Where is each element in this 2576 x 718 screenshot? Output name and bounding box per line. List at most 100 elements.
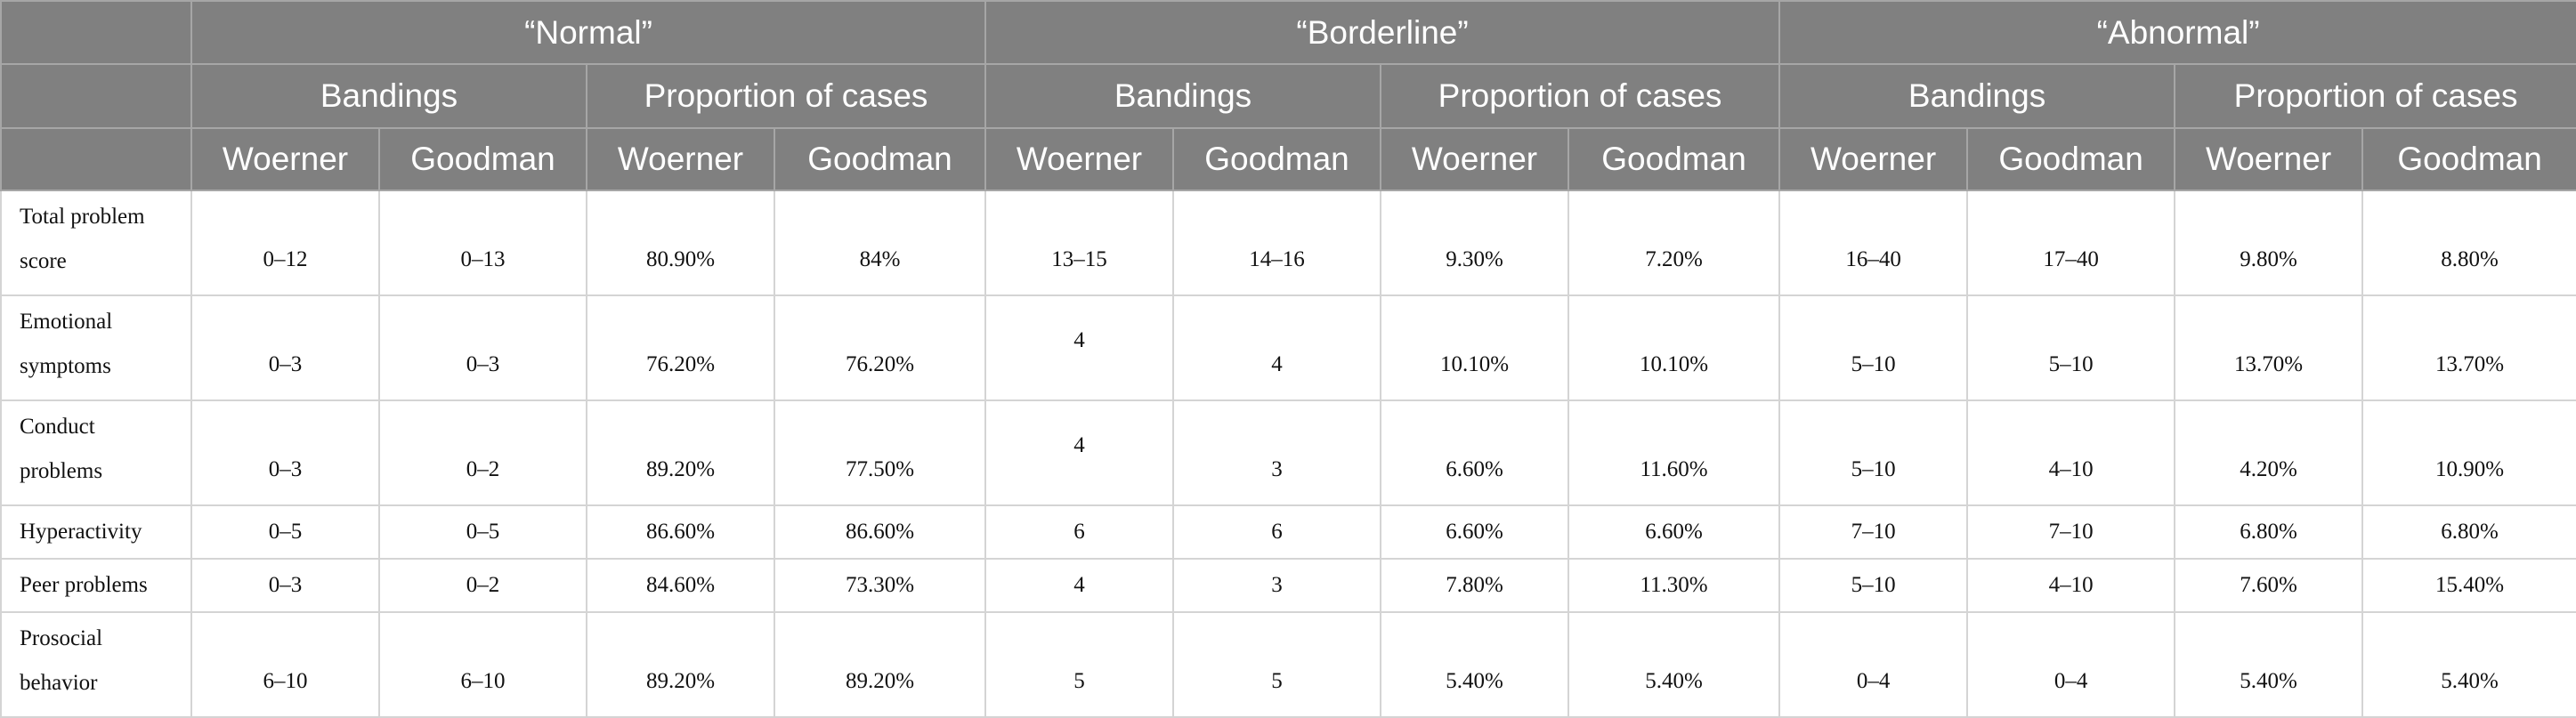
subgroup-header-proportion: Proportion of cases xyxy=(1380,63,1781,129)
table-cell: 7.80% xyxy=(1380,558,1570,613)
row-label: Total problem score xyxy=(0,190,192,296)
source-header-woerner: Woerner xyxy=(1778,127,1969,191)
table-cell: 0–4 xyxy=(1778,611,1969,718)
table-cell: 89.20% xyxy=(586,611,775,718)
subgroup-header-bandings: Bandings xyxy=(984,63,1382,129)
table-cell: 4–10 xyxy=(1966,558,2176,613)
table-cell: 80.90% xyxy=(586,190,775,296)
table-cell: 5.40% xyxy=(2361,611,2576,718)
group-header-normal: “Normal” xyxy=(190,0,987,65)
table-cell: 0–4 xyxy=(1966,611,2176,718)
table-cell: 11.30% xyxy=(1567,558,1781,613)
source-header-woerner: Woerner xyxy=(586,127,775,191)
table-cell: 4–10 xyxy=(1966,399,2176,506)
table-cell: 6.80% xyxy=(2361,504,2576,560)
table-row: Prosocial behavior 6–10 6–10 89.20% 89.2… xyxy=(0,611,2576,718)
table-cell: 13–15 xyxy=(984,190,1175,296)
source-header-goodman: Goodman xyxy=(2361,127,2576,191)
table-cell: 7.60% xyxy=(2174,558,2364,613)
row-label: Conduct problems xyxy=(0,399,192,506)
table-cell: 0–5 xyxy=(190,504,380,560)
table-cell: 13.70% xyxy=(2361,294,2576,401)
row-label: Peer problems xyxy=(0,558,192,613)
table-cell: 0–3 xyxy=(190,294,380,401)
table-cell: 7–10 xyxy=(1778,504,1969,560)
subgroup-header-bandings: Bandings xyxy=(1778,63,2176,129)
source-header-woerner: Woerner xyxy=(190,127,380,191)
table-cell: 8.80% xyxy=(2361,190,2576,296)
source-header-goodman: Goodman xyxy=(1567,127,1781,191)
source-header-goodman: Goodman xyxy=(378,127,587,191)
table-cell: 6–10 xyxy=(378,611,587,718)
table-cell: 73.30% xyxy=(773,558,987,613)
table-cell: 5.40% xyxy=(1380,611,1570,718)
table-cell: 86.60% xyxy=(773,504,987,560)
table-cell: 17–40 xyxy=(1966,190,2176,296)
subgroup-header-proportion: Proportion of cases xyxy=(585,63,987,129)
table-cell: 13.70% xyxy=(2174,294,2364,401)
table-cell: 10.90% xyxy=(2361,399,2576,506)
source-header-goodman: Goodman xyxy=(1172,127,1382,191)
table-cell: 7–10 xyxy=(1966,504,2176,560)
table-cell: 5.40% xyxy=(1567,611,1781,718)
table-cell: 5–10 xyxy=(1966,294,2176,401)
table-cell: 84% xyxy=(773,190,987,296)
table-cell: 0–2 xyxy=(378,399,587,506)
table-cell: 0–12 xyxy=(190,190,380,296)
table-cell: 11.60% xyxy=(1567,399,1781,506)
table-cell: 0–3 xyxy=(378,294,587,401)
source-header-woerner: Woerner xyxy=(1380,127,1570,191)
table-cell: 6.60% xyxy=(1380,504,1570,560)
table-cell: 77.50% xyxy=(773,399,987,506)
table-cell: 76.20% xyxy=(586,294,775,401)
table-cell: 9.80% xyxy=(2174,190,2364,296)
table-cell: 0–5 xyxy=(378,504,587,560)
table-cell: 6 xyxy=(1172,504,1382,560)
table-cell: 86.60% xyxy=(586,504,775,560)
table-cell: 0–3 xyxy=(190,399,380,506)
table-cell: 14–16 xyxy=(1172,190,1382,296)
table-row: Total problem score 0–12 0–13 80.90% 84%… xyxy=(0,190,2576,296)
table-cell: 6–10 xyxy=(190,611,380,718)
row-label: Emotional symptoms xyxy=(0,294,192,401)
source-header-woerner: Woerner xyxy=(2174,127,2364,191)
row-label: Hyperactivity xyxy=(0,504,192,560)
table-cell: 6.80% xyxy=(2174,504,2364,560)
table-cell: 76.20% xyxy=(773,294,987,401)
table-cell: 4 xyxy=(984,558,1175,613)
table-cell: 0–3 xyxy=(190,558,380,613)
subgroup-header-bandings: Bandings xyxy=(190,63,587,129)
table-cell: 0–13 xyxy=(378,190,587,296)
table-cell: 5–10 xyxy=(1778,294,1969,401)
table-cell: 89.20% xyxy=(773,611,987,718)
table-cell: 7.20% xyxy=(1567,190,1781,296)
table-cell: 4 xyxy=(984,399,1175,506)
table-cell: 4.20% xyxy=(2174,399,2364,506)
table-cell: 4 xyxy=(984,294,1175,401)
table-cell: 10.10% xyxy=(1567,294,1781,401)
table-cell: 3 xyxy=(1172,399,1382,506)
table-cell: 3 xyxy=(1172,558,1382,613)
table-cell: 84.60% xyxy=(586,558,775,613)
table-cell: 5 xyxy=(984,611,1175,718)
corner-header xyxy=(0,63,192,129)
table-row: Emotional symptoms 0–3 0–3 76.20% 76.20%… xyxy=(0,294,2576,401)
table-row: Hyperactivity 0–5 0–5 86.60% 86.60% 6 6 … xyxy=(0,504,2576,560)
corner-header xyxy=(0,0,192,65)
subgroup-header-proportion: Proportion of cases xyxy=(2174,63,2576,129)
source-header-woerner: Woerner xyxy=(984,127,1175,191)
corner-header xyxy=(0,127,192,191)
table-cell: 5.40% xyxy=(2174,611,2364,718)
table-cell: 10.10% xyxy=(1380,294,1570,401)
table-cell: 5–10 xyxy=(1778,558,1969,613)
table-cell: 6.60% xyxy=(1567,504,1781,560)
table-cell: 5–10 xyxy=(1778,399,1969,506)
table-row: Conduct problems 0–3 0–2 89.20% 77.50% 4… xyxy=(0,399,2576,506)
table-cell: 6.60% xyxy=(1380,399,1570,506)
table-cell: 15.40% xyxy=(2361,558,2576,613)
table-cell: 9.30% xyxy=(1380,190,1570,296)
row-label: Prosocial behavior xyxy=(0,611,192,718)
table-cell: 89.20% xyxy=(586,399,775,506)
table-cell: 4 xyxy=(1172,294,1382,401)
